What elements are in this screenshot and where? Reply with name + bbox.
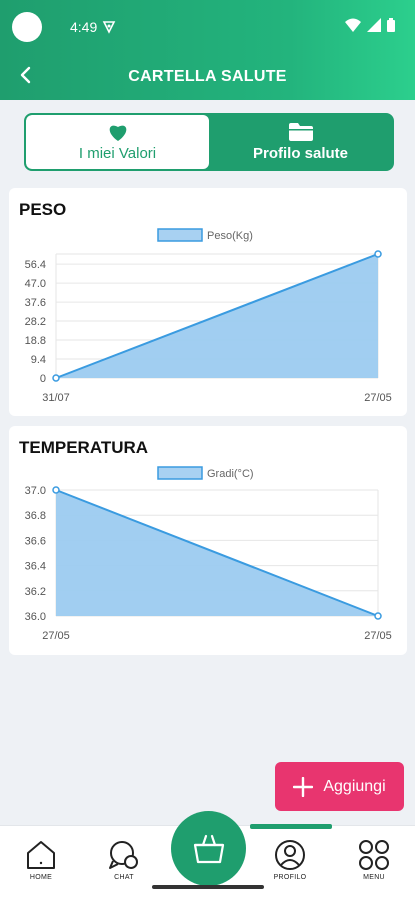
x-tick-label: 31/07 xyxy=(42,392,70,404)
nav-home[interactable]: HOME xyxy=(11,838,71,881)
legend-label: Peso(Kg) xyxy=(207,230,253,242)
y-tick-label: 28.2 xyxy=(25,316,46,328)
series-line xyxy=(55,489,379,617)
nav-chat-label: CHAT xyxy=(114,874,134,881)
weight-chart: Peso(Kg) 56.4 47.0 37.6 28.2 18.8 9.4 0 31/07 27/… xyxy=(25,228,392,404)
y-tick-label: 36.6 xyxy=(25,535,46,547)
y-tick-label: 56.4 xyxy=(25,259,46,271)
shop-button[interactable] xyxy=(171,811,246,886)
add-button[interactable]: Aggiungi xyxy=(275,762,404,811)
y-tick-label: 37.0 xyxy=(25,485,46,497)
y-tick-label: 9.4 xyxy=(31,354,46,366)
data-point xyxy=(374,250,382,258)
status-time: 4:49 xyxy=(70,19,98,35)
chart-title: TEMPERATURA xyxy=(19,438,149,457)
series-line xyxy=(55,253,379,379)
y-tick-label: 18.8 xyxy=(25,335,46,347)
active-indicator xyxy=(250,824,332,829)
nav-menu[interactable]: MENU xyxy=(344,838,404,881)
app-header: 4:49 CARTELLA SALUTE xyxy=(0,0,415,100)
y-tick-label: 0 xyxy=(40,373,46,385)
nav-chat[interactable]: CHAT xyxy=(94,838,154,881)
data-point xyxy=(52,374,60,382)
page-title: CARTELLA SALUTE xyxy=(128,68,287,85)
y-tick-label: 36.4 xyxy=(25,561,46,573)
back-arrow-icon[interactable] xyxy=(14,63,38,87)
home-indicator xyxy=(152,885,264,889)
plus-icon xyxy=(293,776,314,797)
tab-my-values[interactable]: I miei Valori xyxy=(26,115,209,169)
profile-icon xyxy=(275,840,305,870)
x-tick-label: 27/05 xyxy=(42,630,70,642)
nav-profile[interactable]: PROFILO xyxy=(260,838,320,881)
y-tick-label: 36.2 xyxy=(25,586,46,598)
status-icons xyxy=(345,18,395,32)
chart-title: PESO xyxy=(19,200,67,219)
legend-swatch xyxy=(157,466,203,480)
x-tick-label: 27/05 xyxy=(364,630,392,642)
tab-health-profile-label: Profilo salute xyxy=(252,145,349,162)
basket-icon xyxy=(193,834,224,863)
data-point xyxy=(52,486,60,494)
vpn-icon xyxy=(102,21,116,34)
nav-profile-label: PROFILO xyxy=(273,874,307,881)
nav-home-label: HOME xyxy=(29,874,53,881)
segment-tabs: I miei Valori Profilo salute xyxy=(24,113,394,171)
y-tick-label: 47.0 xyxy=(25,278,46,290)
chart-card-weight: PESO Peso(Kg) 56.4 47.0 37.6 28.2 18.8 9.4 0 31/… xyxy=(9,188,407,416)
tab-my-values-label: I miei Valori xyxy=(78,145,157,162)
camera-cutout xyxy=(12,12,42,42)
add-button-label: Aggiungi xyxy=(323,777,386,795)
y-tick-label: 36.8 xyxy=(25,510,46,522)
data-point xyxy=(374,612,382,620)
chat-icon xyxy=(109,841,138,869)
y-tick-label: 37.6 xyxy=(25,297,46,309)
tab-health-profile[interactable]: Profilo salute xyxy=(209,115,392,169)
legend-label: Gradi(°C) xyxy=(207,468,254,480)
chart-card-temperature: TEMPERATURA Gradi(°C) 37.0 36.8 36.6 36.4 36.… xyxy=(9,426,407,655)
x-tick-label: 27/05 xyxy=(364,392,392,404)
folder-icon xyxy=(288,123,313,141)
signal-icon xyxy=(367,18,381,32)
y-tick-label: 36.0 xyxy=(25,611,46,623)
temperature-chart: Gradi(°C) 37.0 36.8 36.6 36.4 36.2 36.0 27/05 27… xyxy=(25,466,392,642)
heart-icon xyxy=(109,125,126,141)
nav-menu-label: MENU xyxy=(363,874,385,881)
legend-swatch xyxy=(157,228,203,242)
home-icon xyxy=(27,841,55,869)
menu-grid-icon xyxy=(359,840,389,870)
battery-icon xyxy=(387,18,395,32)
wifi-icon xyxy=(345,18,361,32)
